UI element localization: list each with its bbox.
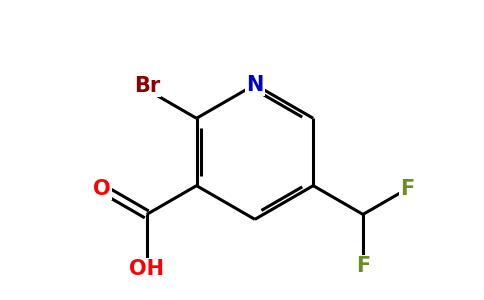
Text: N: N	[246, 75, 264, 94]
Text: F: F	[400, 178, 415, 199]
Text: OH: OH	[129, 259, 164, 279]
Text: O: O	[93, 178, 111, 199]
Text: F: F	[356, 256, 370, 276]
Text: Br: Br	[134, 76, 160, 96]
